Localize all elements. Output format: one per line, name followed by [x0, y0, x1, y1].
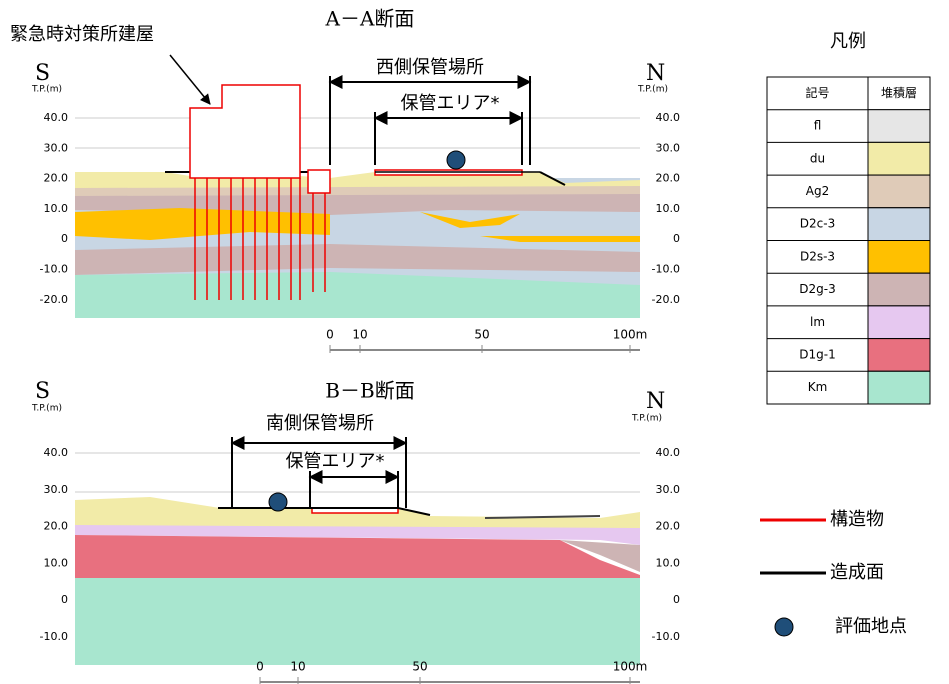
axis-label: 30.0: [656, 141, 681, 154]
axis-label: 10.0: [44, 202, 69, 215]
building-label: 緊急時対策所建屋: [10, 24, 154, 45]
axis-label: -10.0: [40, 630, 68, 643]
axis-label: 40.0: [656, 111, 681, 124]
axis-label: 0: [673, 232, 680, 245]
scale-label: 50: [474, 328, 489, 342]
key-label: 構造物: [830, 509, 884, 530]
legend-symbol: D2s-3: [800, 249, 835, 263]
axis-label: -10.0: [40, 263, 68, 276]
axis-label: 10.0: [656, 556, 681, 569]
unit: T.P.(m): [637, 85, 668, 95]
axis-label: 10.0: [44, 556, 69, 569]
scale-label: 0: [326, 328, 334, 342]
legend-title: 凡例: [830, 31, 866, 52]
legend-swatch: [867, 141, 931, 176]
scale-label: 50: [412, 660, 427, 674]
unit: T.P.(m): [31, 404, 62, 414]
legend-swatch: [867, 338, 931, 372]
axis-label: -10.0: [652, 630, 680, 643]
axis-label: 30.0: [44, 141, 69, 154]
area-label: 保管エリア*: [286, 451, 385, 472]
legend-symbol: fl: [814, 119, 822, 133]
section-b-structures: [218, 436, 640, 683]
axis-label: 40.0: [44, 111, 69, 124]
legend-symbol: D2g-3: [799, 282, 835, 296]
axis-label: 40.0: [656, 446, 681, 459]
area-label: 保管エリア*: [401, 93, 500, 114]
legend-symbol: du: [810, 151, 825, 165]
section-a-structures: [165, 54, 640, 351]
storage-label: 南側保管場所: [266, 413, 374, 434]
axis-label: -20.0: [652, 293, 680, 306]
section-b-geology: [75, 452, 640, 665]
axis-label: -20.0: [40, 293, 68, 306]
direction: N: [646, 61, 665, 86]
scale-label: 10: [290, 660, 305, 674]
axis-label: 20.0: [44, 172, 69, 185]
axis-label: 30.0: [44, 483, 69, 496]
unit: T.P.(m): [631, 414, 662, 424]
direction: S: [35, 379, 50, 404]
section-title: A－A断面: [325, 7, 415, 31]
scale-label: 100m: [613, 328, 648, 342]
key-label: 評価地点: [835, 616, 907, 637]
section-a-geology: [75, 117, 640, 318]
axis-label: 0: [61, 232, 68, 245]
legend-symbol: D1g-1: [799, 347, 835, 361]
unit: T.P.(m): [31, 85, 62, 95]
axis-label: 40.0: [44, 446, 69, 459]
axis-label: 20.0: [656, 520, 681, 533]
legend-swatch: [867, 174, 931, 209]
axis-label: 0: [61, 593, 68, 606]
axis-label: 0: [673, 593, 680, 606]
legend-swatch: [867, 370, 931, 405]
legend-swatch: [867, 240, 931, 274]
storage-label: 西側保管場所: [376, 57, 484, 78]
axis-label: -10.0: [652, 263, 680, 276]
section-title: B－B断面: [325, 379, 414, 403]
key-label: 造成面: [830, 562, 884, 583]
legend-swatch: [867, 272, 931, 307]
legend-header: 堆積層: [881, 85, 917, 100]
legend-symbol: Km: [808, 380, 828, 394]
key-point-marker: [774, 617, 794, 637]
legend-swatch: [867, 207, 931, 242]
scale-label: 10: [352, 328, 367, 342]
legend-symbol: Ag2: [806, 184, 829, 198]
axis-label: 20.0: [44, 520, 69, 533]
direction: N: [646, 389, 665, 414]
legend-symbol: D2c-3: [800, 217, 835, 231]
direction: S: [35, 61, 50, 86]
scale-label: 0: [256, 660, 264, 674]
axis-label: 30.0: [656, 483, 681, 496]
legend-header: 記号: [805, 85, 829, 100]
scale-label: 100m: [613, 660, 648, 674]
axis-label: 10.0: [656, 202, 681, 215]
legend-swatch: [867, 109, 931, 143]
axis-label: 20.0: [656, 172, 681, 185]
legend-symbol: lm: [810, 315, 825, 329]
legend-swatch: [867, 305, 931, 340]
